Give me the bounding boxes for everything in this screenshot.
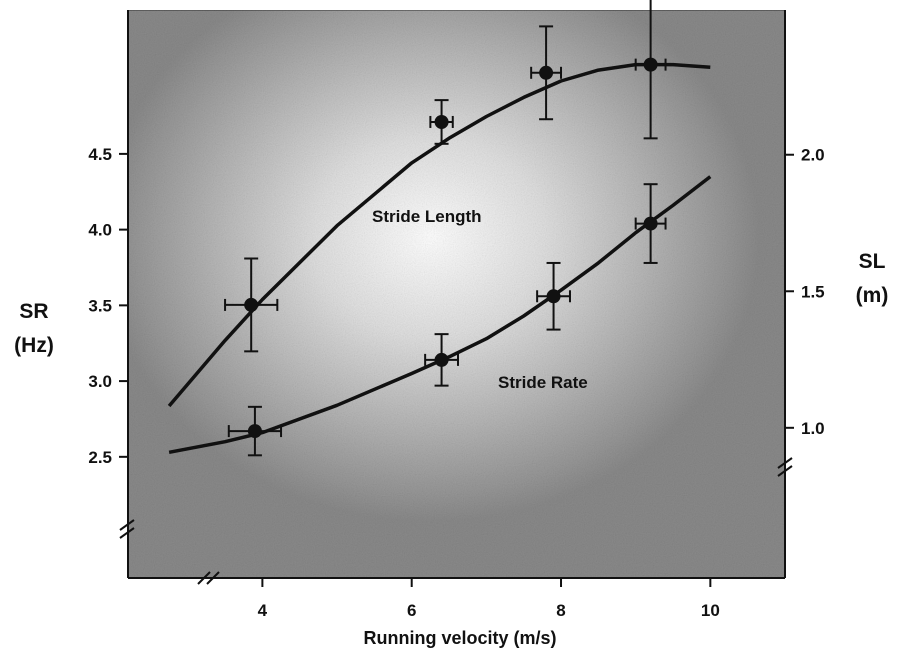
left-tick-label-2: 3.5	[88, 296, 112, 315]
right-axis-title-line2: (m)	[856, 284, 889, 307]
x-tick-label-1: 6	[407, 601, 416, 620]
points-layer	[224, 0, 667, 457]
data-point-stride-rate-2	[536, 261, 571, 331]
left-tick-label-3: 4.0	[88, 221, 112, 240]
data-point-stride-rate-1	[424, 333, 459, 387]
left-tick-label-1: 3.0	[88, 372, 112, 391]
data-point-stride-rate-0	[227, 405, 283, 457]
right-tick-label-0: 1.0	[801, 419, 825, 438]
x-tick-label-0: 4	[258, 601, 268, 620]
x-tick-label-2: 8	[556, 601, 565, 620]
left-tick-label-4: 4.5	[88, 145, 112, 164]
data-point-stride-rate-3	[634, 183, 667, 264]
data-point-stride-length-0	[224, 257, 279, 353]
series-label-stride-rate: Stride Rate	[498, 373, 588, 392]
fit-line-stride-rate	[168, 175, 712, 455]
left-axis-title-line1: SR	[19, 300, 48, 323]
plot-panel	[127, 9, 786, 579]
x-axis-title: Running velocity (m/s)	[363, 628, 556, 648]
data-point-stride-length-2	[530, 25, 563, 121]
point-marker	[247, 424, 262, 439]
right-axis-title-line1: SL	[859, 250, 886, 273]
right-tick-label-1: 1.5	[801, 282, 825, 301]
left-axis-break-icon	[119, 519, 135, 539]
right-tick-label-2: 2.0	[801, 146, 825, 165]
point-marker	[434, 352, 449, 367]
left-axis-title-line2: (Hz)	[14, 334, 54, 357]
point-marker	[546, 289, 561, 304]
data-point-stride-length-1	[429, 99, 454, 145]
left-tick-label-0: 2.5	[88, 448, 112, 467]
point-marker	[434, 114, 449, 129]
ticks-layer: 4 6 8 10 2.5 3.0 3.5 4.0 4.5 1.0 1.5 2.0	[88, 145, 824, 620]
x-tick-label-3: 10	[701, 601, 720, 620]
data-point-stride-length-3	[634, 0, 667, 140]
right-axis-break-icon	[777, 457, 793, 477]
bottom-axis-break-icon	[197, 571, 220, 585]
series-label-stride-length: Stride Length	[372, 207, 482, 226]
point-marker	[643, 216, 658, 231]
point-marker	[643, 57, 658, 72]
point-marker	[244, 297, 259, 312]
point-marker	[539, 65, 554, 80]
